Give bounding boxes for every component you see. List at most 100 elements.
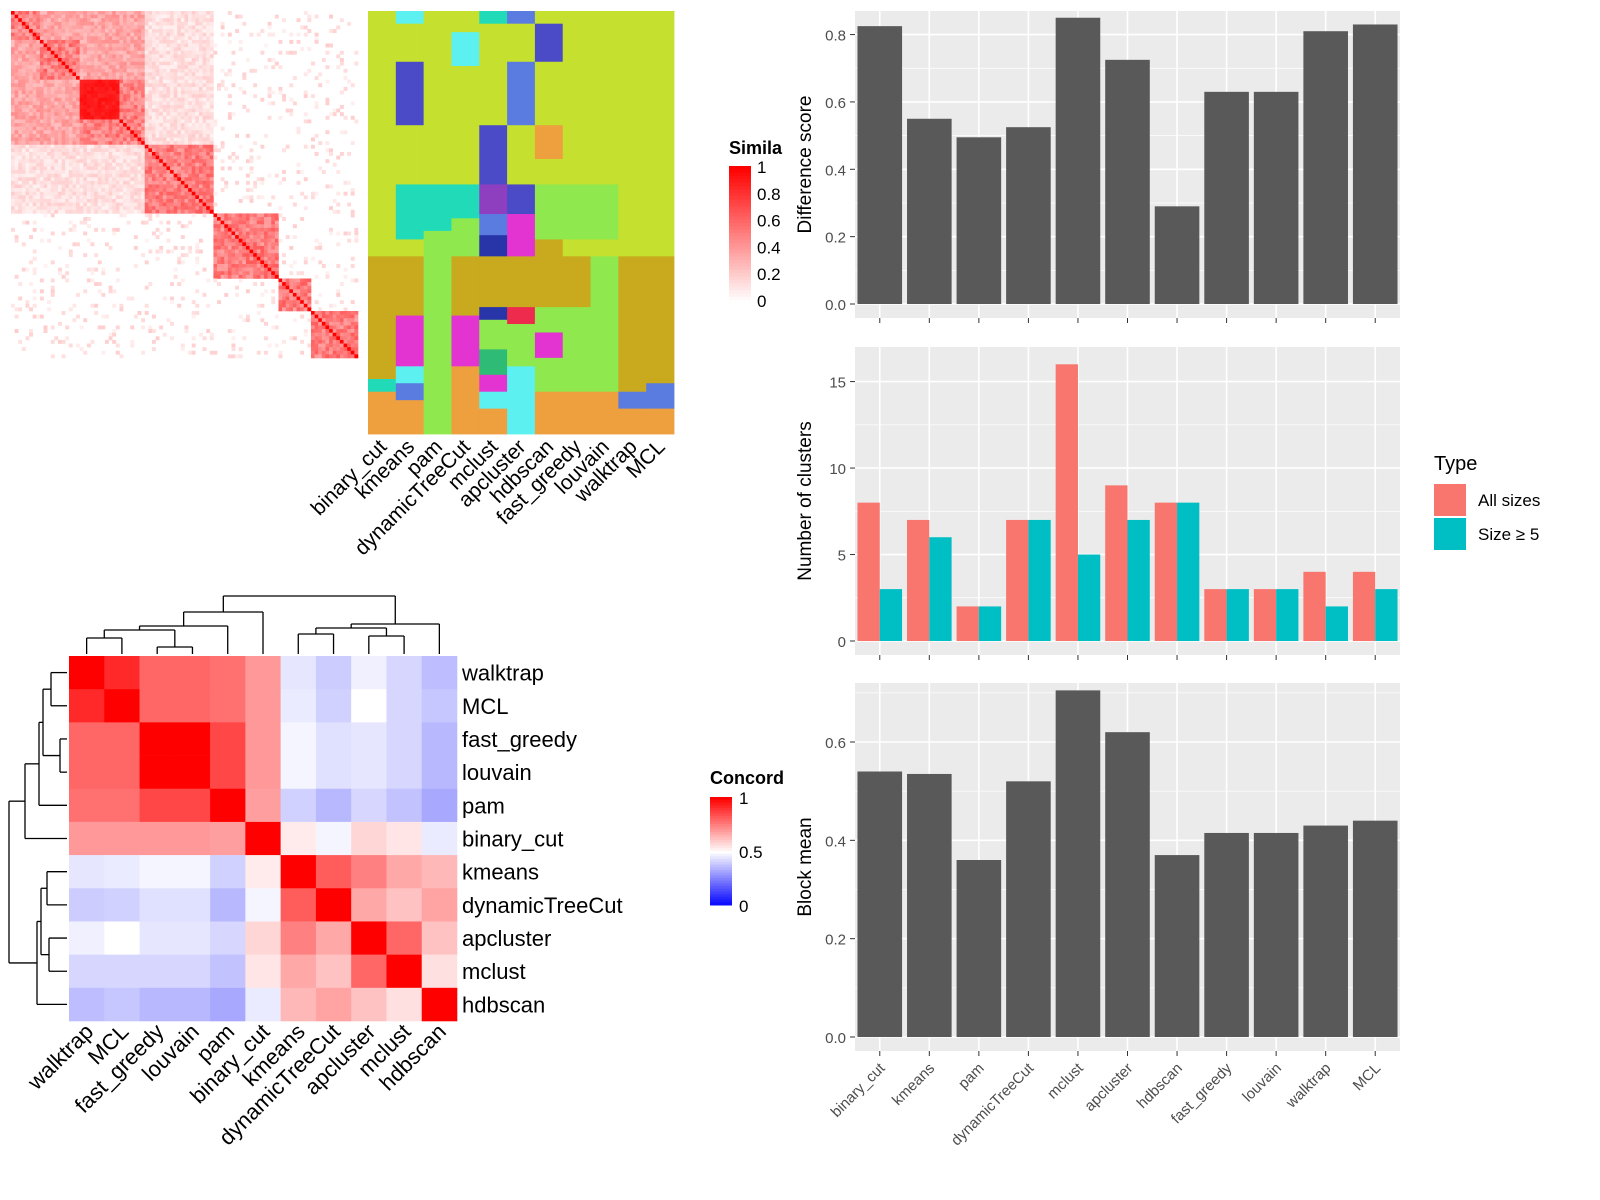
similarity-cell: [141, 350, 146, 355]
similarity-cell: [36, 61, 41, 66]
similarity-cell: [144, 32, 149, 37]
similarity-cell: [47, 184, 52, 189]
similarity-cell: [36, 148, 41, 153]
similarity-cell: [21, 347, 26, 352]
similarity-cell: [220, 231, 225, 236]
similarity-cell: [50, 72, 55, 77]
similarity-cell: [198, 249, 203, 254]
similarity-cell: [195, 148, 200, 153]
similarity-cell: [61, 104, 66, 109]
similarity-cell: [90, 339, 95, 344]
similarity-cell: [144, 101, 149, 106]
similarity-cell: [217, 282, 221, 287]
similarity-cell: [14, 274, 19, 279]
concordance-legend-swatch: [710, 837, 732, 841]
similarity-cell: [137, 151, 142, 156]
similarity-cell: [36, 39, 41, 44]
similarity-cell: [242, 260, 247, 265]
cluster-membership-cell: [451, 218, 480, 257]
similarity-cell: [180, 104, 185, 109]
similarity-cell: [198, 18, 203, 23]
similarity-cell: [314, 311, 319, 315]
similarity-cell: [144, 188, 149, 193]
similarity-cell: [57, 180, 62, 185]
similarity-cell: [68, 209, 73, 214]
similarity-cell: [11, 72, 15, 77]
similarity-cell: [76, 76, 80, 80]
similarity-cell: [25, 177, 30, 182]
similarity-cell: [115, 119, 120, 124]
similarity-cell: [144, 220, 149, 225]
concordance-legend-swatch: [710, 824, 732, 828]
similarity-cell: [144, 115, 149, 120]
similarity-cell: [184, 47, 189, 52]
similarity-cell: [68, 307, 73, 312]
similarity-cell: [184, 184, 189, 189]
similarity-cell: [188, 137, 193, 142]
similarity-cell: [104, 68, 109, 73]
x-tick-label: apcluster: [1081, 1060, 1136, 1115]
similarity-cell: [220, 188, 225, 193]
concordance-cell: [351, 656, 387, 690]
similarity-cell: [39, 278, 44, 283]
similarity-cell: [119, 148, 124, 153]
similarity-cell: [50, 57, 55, 62]
similarity-cell: [184, 97, 189, 102]
similarity-cell: [76, 104, 80, 109]
similarity-cell: [206, 303, 211, 308]
cluster-membership-cell: [618, 408, 647, 435]
similarity-cell: [14, 25, 19, 30]
similarity-cell: [94, 144, 99, 149]
similarity-cell: [11, 65, 15, 70]
similarity-cell: [21, 144, 26, 149]
similarity-cell: [123, 79, 127, 84]
similarity-cell: [130, 101, 135, 106]
similarity-cell: [195, 249, 200, 254]
similarity-cell: [68, 141, 73, 146]
similarity-cell: [130, 195, 135, 200]
similarity-cell: [180, 54, 185, 59]
similarity-cell: [166, 72, 171, 77]
similarity-cell: [256, 32, 261, 37]
similarity-cell: [108, 39, 113, 44]
similarity-cell: [166, 173, 171, 178]
similarity-cell: [50, 278, 55, 283]
similarity-cell: [94, 166, 99, 171]
similarity-cell: [289, 285, 294, 290]
similarity-cell: [39, 18, 44, 23]
similarity-cell: [354, 332, 359, 337]
similarity-cell: [72, 32, 77, 37]
similarity-cell: [289, 264, 294, 268]
similarity-cell: [90, 21, 95, 26]
similarity-cell: [57, 104, 62, 109]
similarity-cell: [115, 86, 120, 91]
similarity-cell: [235, 238, 240, 243]
similarity-cell: [180, 112, 185, 117]
similarity-cell: [184, 173, 189, 178]
similarity-cell: [61, 339, 66, 344]
similarity-cell: [86, 173, 91, 178]
similarity-cell: [119, 155, 124, 160]
similarity-cell: [202, 112, 207, 117]
similarity-cell: [50, 155, 55, 160]
similarity-cell: [321, 318, 326, 323]
similarity-cell: [141, 119, 146, 124]
similarity-cell: [72, 115, 77, 120]
similarity-cell: [202, 170, 207, 174]
concordance-legend-swatch: [710, 805, 732, 809]
similarity-cell: [115, 54, 120, 59]
similarity-cell: [86, 206, 91, 211]
similarity-cell: [292, 235, 297, 240]
similarity-cell: [231, 235, 236, 240]
similarity-cell: [79, 68, 84, 73]
similarity-cell: [170, 39, 174, 44]
similarity-cell: [68, 343, 73, 348]
similarity-cell: [274, 224, 279, 229]
similarity-cell: [21, 170, 26, 174]
similarity-cell: [83, 54, 88, 59]
similarity-cell: [177, 119, 182, 124]
similarity-cell: [39, 227, 44, 232]
similarity-cell: [213, 249, 218, 254]
similarity-cell: [144, 68, 149, 73]
similarity-cell: [177, 25, 182, 30]
